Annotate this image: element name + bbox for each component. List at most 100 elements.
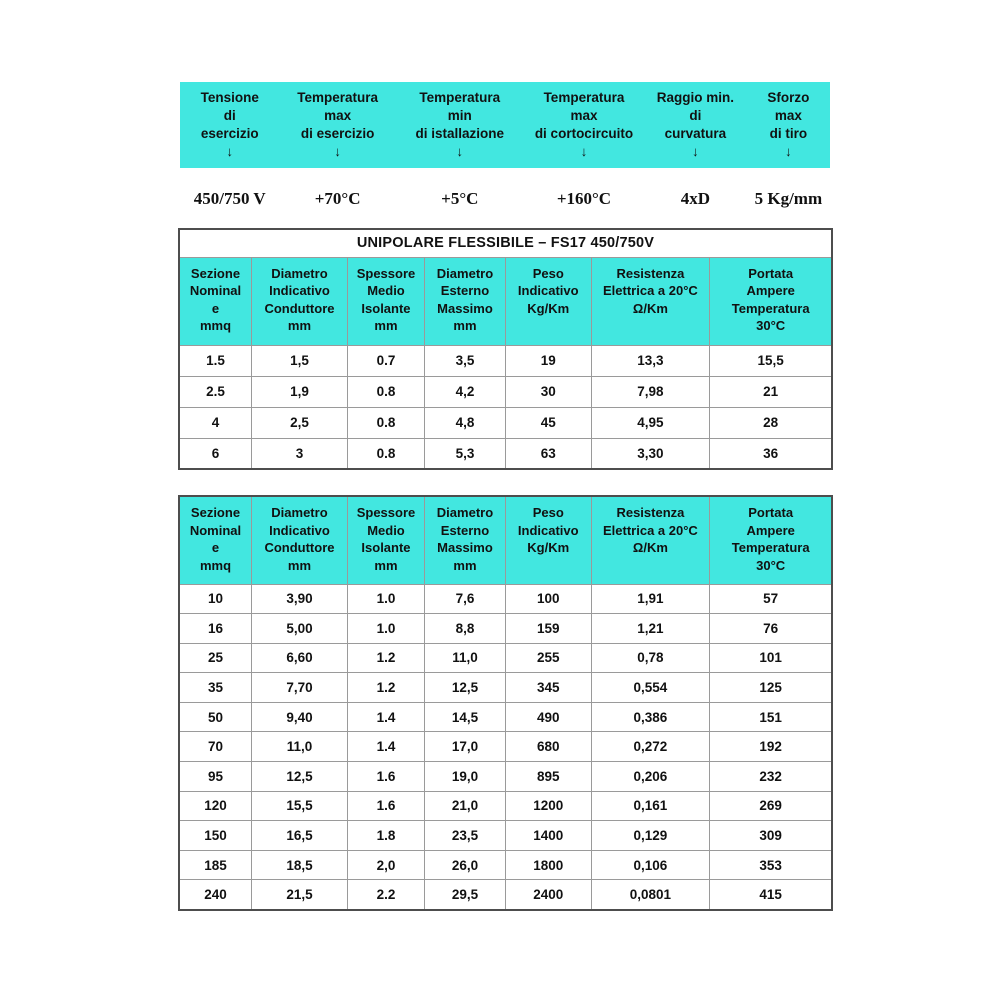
- column-header-diametro-esterno: Diametro Esterno Massimo mm: [424, 495, 506, 585]
- table-row: 150 16,5 1.8 23,5 1400 0,129 309: [178, 820, 833, 851]
- table-cell: 18,5: [250, 849, 348, 881]
- table-cell: 4,2: [424, 375, 506, 408]
- table-cell: 232: [709, 761, 833, 792]
- table-cell: 1.6: [346, 790, 426, 822]
- table-row: 6 3 0.8 5,3 63 3,30 36: [178, 437, 833, 470]
- table-row: 50 9,40 1.4 14,5 490 0,386 151: [178, 701, 833, 733]
- table-cell: 3,5: [424, 344, 506, 377]
- table-row: 95 12,5 1.6 19,0 895 0,206 232: [178, 761, 833, 792]
- table-cell: 353: [709, 849, 833, 881]
- table-cell: 2.2: [346, 879, 426, 911]
- table-cell: 1,5: [250, 344, 348, 377]
- column-header-sezione: Sezione Nominal e mmq: [178, 495, 252, 585]
- table1-body: 1.5 1,5 0.7 3,5 19 13,3 15,5 2.5 1,9 0.8 4,2 30 7,98…: [178, 344, 833, 470]
- table-cell: 3,30: [590, 437, 711, 470]
- table-cell: 50: [178, 701, 252, 733]
- table-row: 10 3,90 1.0 7,6 100 1,91 57: [178, 583, 833, 615]
- table-cell: 680: [504, 731, 592, 763]
- table-cell: 2.5: [178, 375, 252, 408]
- table-cell: 35: [178, 672, 252, 703]
- column-header-diametro-conduttore: Diametro Indicativo Conduttore mm: [250, 495, 348, 585]
- table-cell: 345: [504, 672, 592, 703]
- column-header-peso: Peso Indicativo Kg/Km: [504, 256, 592, 346]
- table-cell: 5,00: [250, 613, 348, 644]
- table-cell: 29,5: [424, 879, 506, 911]
- table-cell: 30: [504, 375, 592, 408]
- table-cell: 2400: [504, 879, 592, 911]
- spec-value-temp-max-cortocircuito: +160°C: [556, 189, 612, 208]
- column-header-resistenza: Resistenza Elettrica a 20°C Ω/Km: [590, 256, 711, 346]
- table-cell: 21,5: [250, 879, 348, 911]
- spec-header-tensione-esercizio: Tensione di esercizio ↓: [200, 90, 259, 159]
- column-header-diametro-esterno: Diametro Esterno Massimo mm: [424, 256, 506, 346]
- table-cell: 7,6: [424, 583, 506, 615]
- table-cell: 6,60: [250, 642, 348, 674]
- table-cell: 45: [504, 406, 592, 439]
- table-cell: 15,5: [709, 344, 833, 377]
- table-row: 240 21,5 2.2 29,5 2400 0,0801 415: [178, 879, 833, 911]
- cable-table-large-sections: Sezione Nominal e mmq Diametro Indicativ…: [178, 495, 833, 911]
- table-cell: 1,21: [590, 613, 711, 644]
- table-cell: 125: [709, 672, 833, 703]
- table-row: 16 5,00 1.0 8,8 159 1,21 76: [178, 613, 833, 644]
- spec-band: Tensione di esercizio ↓ Temperatura max …: [180, 82, 830, 168]
- spec-value-temp-min-istallazione: +5°C: [441, 189, 479, 208]
- table-cell: 0,106: [590, 849, 711, 881]
- table-cell: 23,5: [424, 820, 506, 851]
- table-cell: 11,0: [250, 731, 348, 763]
- table-cell: 1.4: [346, 731, 426, 763]
- table-cell: 1,9: [250, 375, 348, 408]
- column-header-diametro-conduttore: Diametro Indicativo Conduttore mm: [250, 256, 348, 346]
- table-row: 185 18,5 2,0 26,0 1800 0,106 353: [178, 849, 833, 881]
- table-cell: 63: [504, 437, 592, 470]
- table-cell: 0,161: [590, 790, 711, 822]
- table-cell: 1.0: [346, 613, 426, 644]
- table-cell: 16,5: [250, 820, 348, 851]
- table-cell: 3: [250, 437, 348, 470]
- table-cell: 185: [178, 849, 252, 881]
- table-cell: 13,3: [590, 344, 711, 377]
- table-cell: 3,90: [250, 583, 348, 615]
- table-cell: 120: [178, 790, 252, 822]
- table-cell: 2,0: [346, 849, 426, 881]
- table-cell: 1200: [504, 790, 592, 822]
- table-cell: 151: [709, 701, 833, 733]
- table-row: 4 2,5 0.8 4,8 45 4,95 28: [178, 406, 833, 439]
- table-cell: 0,386: [590, 701, 711, 733]
- table-cell: 4,95: [590, 406, 711, 439]
- table-cell: 0,129: [590, 820, 711, 851]
- table-cell: 1400: [504, 820, 592, 851]
- table-cell: 0.8: [346, 406, 426, 439]
- table-cell: 159: [504, 613, 592, 644]
- table-row: 25 6,60 1.2 11,0 255 0,78 101: [178, 642, 833, 674]
- table-cell: 12,5: [424, 672, 506, 703]
- table-cell: 1800: [504, 849, 592, 881]
- table-cell: 1.2: [346, 672, 426, 703]
- table-cell: 9,40: [250, 701, 348, 733]
- table-cell: 95: [178, 761, 252, 792]
- spec-header-sforzo-max-tiro: Sforzo max di tiro ↓: [767, 90, 810, 159]
- table-cell: 415: [709, 879, 833, 911]
- table-cell: 25: [178, 642, 252, 674]
- table-title: UNIPOLARE FLESSIBILE – FS17 450/750V: [178, 228, 833, 258]
- table-cell: 0,206: [590, 761, 711, 792]
- table-cell: 101: [709, 642, 833, 674]
- spec-value-tensione: 450/750 V: [193, 189, 266, 208]
- table-cell: 1.5: [178, 344, 252, 377]
- table-cell: 0.8: [346, 437, 426, 470]
- table-cell: 0,0801: [590, 879, 711, 911]
- table-cell: 4: [178, 406, 252, 439]
- column-header-portata: Portata Ampere Temperatura 30°C: [709, 495, 833, 585]
- table-cell: 1.6: [346, 761, 426, 792]
- spec-header-temperatura-max-esercizio: Temperatura max di esercizio ↓: [297, 90, 378, 159]
- table-cell: 7,70: [250, 672, 348, 703]
- table-cell: 5,3: [424, 437, 506, 470]
- table-row: 70 11,0 1.4 17,0 680 0,272 192: [178, 731, 833, 763]
- table-cell: 19: [504, 344, 592, 377]
- table-cell: 490: [504, 701, 592, 733]
- table-cell: 269: [709, 790, 833, 822]
- table-cell: 16: [178, 613, 252, 644]
- table-cell: 1.4: [346, 701, 426, 733]
- spec-value-temp-max-esercizio: +70°C: [314, 189, 361, 208]
- table-cell: 21,0: [424, 790, 506, 822]
